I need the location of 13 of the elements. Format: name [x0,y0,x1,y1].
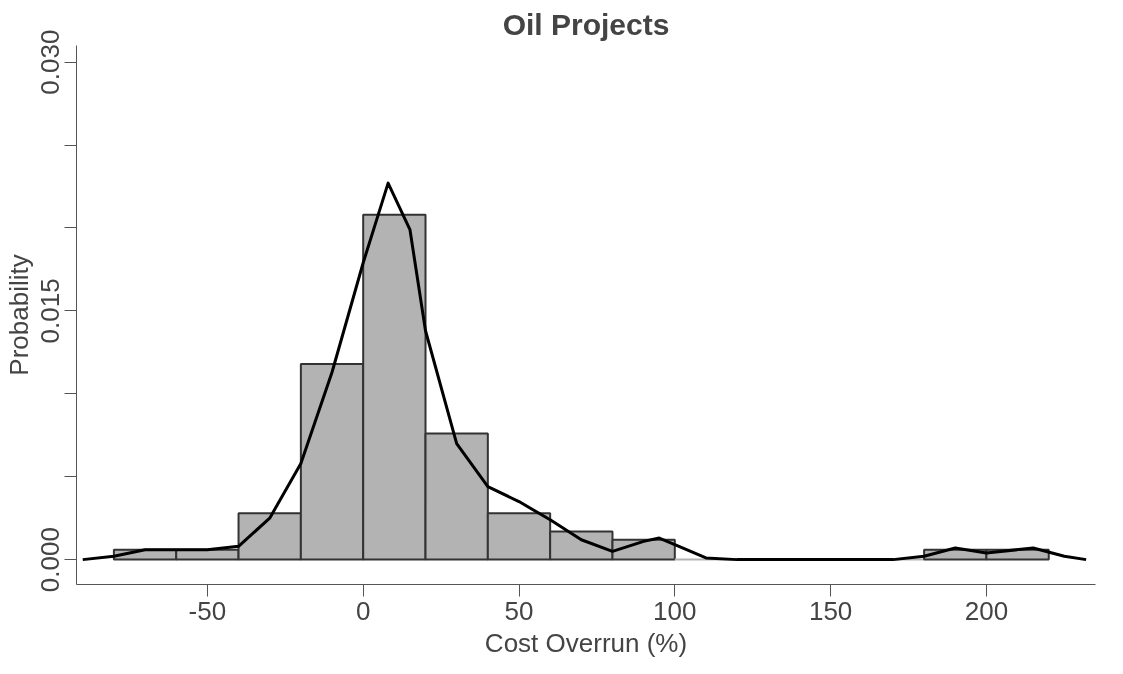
x-tick-label: 200 [964,595,1009,626]
y-tick-label: 0.015 [35,278,66,344]
y-tick-label: 0.030 [35,29,66,95]
x-tick-label: 150 [808,595,853,626]
x-tick-label: -50 [188,595,227,626]
x-tick-label: 100 [653,595,697,626]
x-axis-title: Cost Overrun (%) [484,627,688,658]
y-axis-title: Probability [3,254,34,376]
line-series [81,181,1088,562]
y-tick-label: 0.000 [35,527,66,593]
chart-title: Oil Projects [502,7,670,41]
x-tick-label: 0 [355,595,371,626]
x-tick-label: 50 [504,595,534,626]
